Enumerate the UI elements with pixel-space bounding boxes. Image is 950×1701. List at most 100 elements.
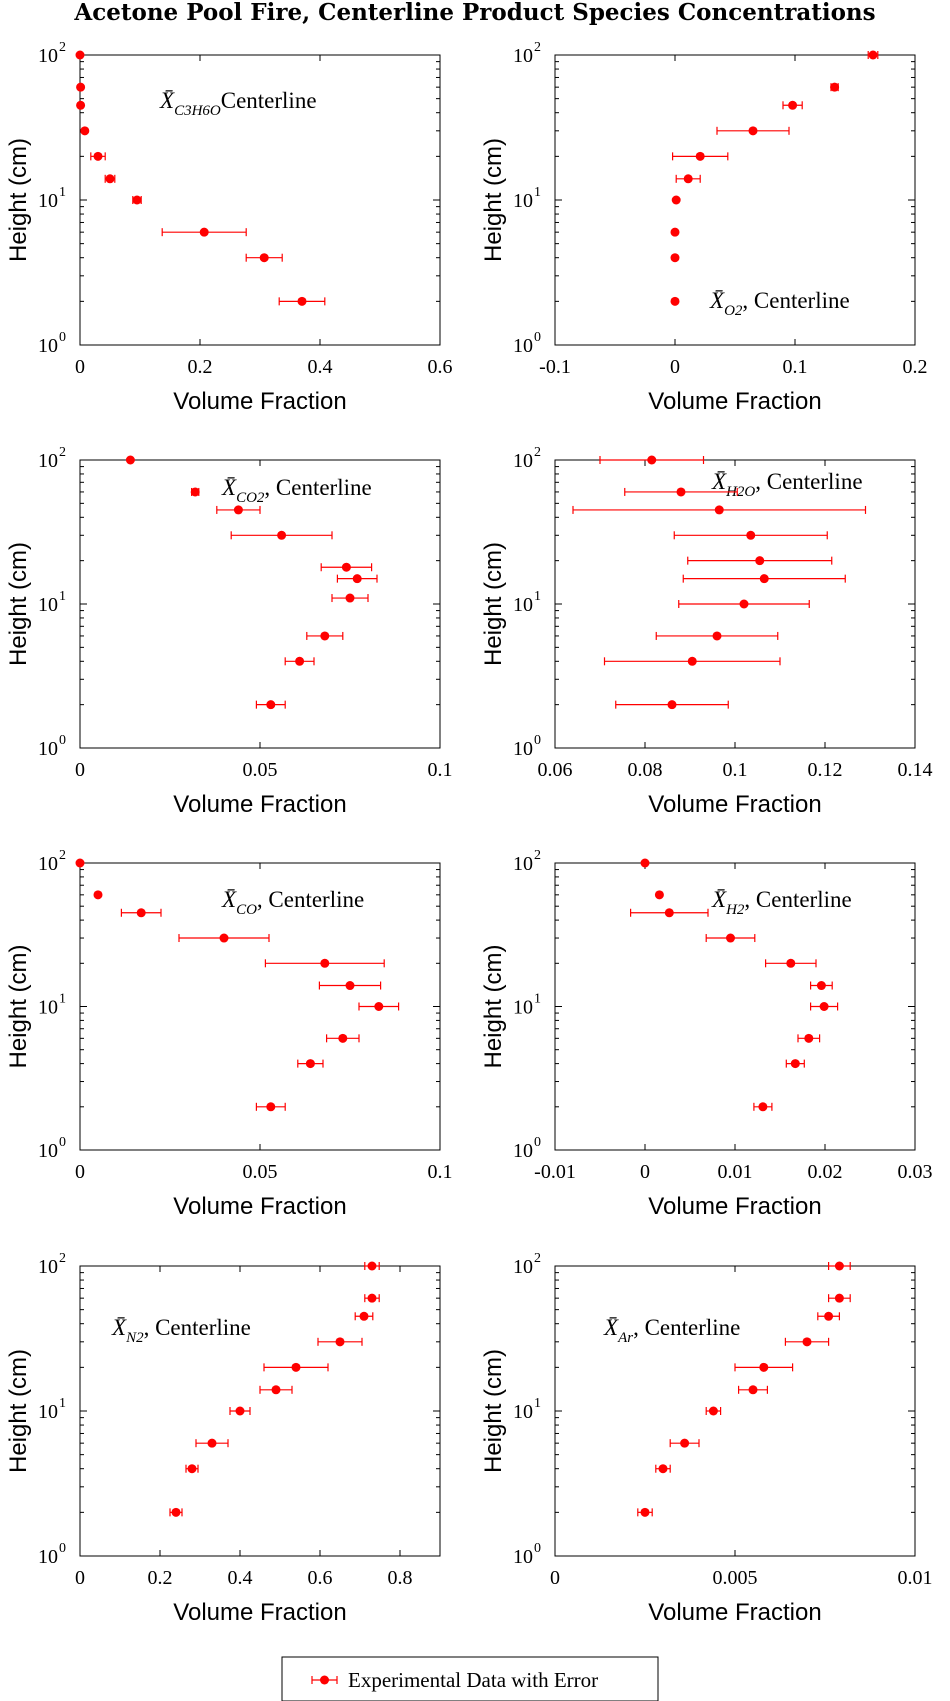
species-annotation: X̄H2O, Centerline (711, 469, 863, 500)
x-tick-label: 0.8 (388, 1567, 413, 1589)
x-tick-label: 0.2 (903, 356, 928, 378)
y-tick-label: 10 (513, 45, 533, 67)
data-point (759, 1362, 769, 1372)
data-point (748, 126, 758, 136)
data-point (680, 1438, 690, 1448)
x-tick-label: 0.1 (783, 356, 808, 378)
legend-box (281, 1656, 659, 1701)
data-point (235, 1406, 245, 1416)
y-tick-label: 10 (513, 1546, 533, 1568)
x-tick-label: 0.1 (428, 1161, 453, 1183)
y-tick-exponent: 2 (59, 848, 66, 863)
y-axis-label: Height (cm) (5, 138, 32, 262)
data-point (132, 195, 142, 205)
y-tick-exponent: 1 (59, 1396, 66, 1411)
species-annotation: X̄O2, Centerline (709, 288, 850, 319)
y-tick-label: 10 (38, 190, 58, 212)
data-point (207, 1438, 217, 1448)
data-point (739, 599, 749, 609)
data-point (345, 981, 355, 991)
x-tick-label: 0.6 (428, 356, 453, 378)
x-tick-label: 0 (75, 1161, 85, 1183)
data-point (80, 126, 90, 136)
data-point (667, 700, 677, 710)
x-tick-label: -0.1 (539, 356, 571, 378)
data-point (266, 1102, 276, 1112)
x-tick-label: 0 (640, 1161, 650, 1183)
data-point (352, 574, 362, 584)
data-point (266, 700, 276, 710)
y-tick-exponent: 1 (59, 589, 66, 604)
species-annotation: X̄C3H6OCenterline (159, 88, 317, 119)
data-point (748, 1385, 758, 1395)
data-point (219, 933, 229, 943)
x-tick-label: 0.06 (538, 759, 573, 781)
data-point (670, 296, 680, 306)
x-tick-label: 0.4 (308, 356, 333, 378)
y-tick-label: 10 (38, 1256, 58, 1278)
y-tick-exponent: 0 (534, 733, 541, 748)
species-annotation: X̄Ar, Centerline (603, 1315, 740, 1346)
y-axis-label: Height (cm) (480, 1349, 507, 1473)
y-tick-label: 10 (38, 450, 58, 472)
x-tick-label: 0.01 (898, 1567, 933, 1589)
data-point (802, 1337, 812, 1347)
y-tick-label: 10 (38, 335, 58, 357)
data-point (726, 933, 735, 943)
x-axis-label: Volume Fraction (648, 791, 821, 818)
y-tick-label: 10 (513, 997, 533, 1019)
y-tick-exponent: 1 (59, 992, 66, 1007)
y-tick-label: 10 (38, 1401, 58, 1423)
data-point (687, 656, 697, 666)
data-point (259, 253, 269, 263)
data-point (199, 227, 209, 237)
data-point (93, 890, 103, 900)
species-annotation: X̄CO, Centerline (221, 887, 364, 918)
data-point (790, 1059, 800, 1069)
legend-marker (320, 1675, 329, 1685)
y-tick-exponent: 1 (534, 185, 541, 200)
y-tick-exponent: 0 (59, 1541, 66, 1556)
x-tick-label: 0.14 (898, 759, 933, 781)
data-point (658, 1464, 668, 1474)
data-point (341, 562, 351, 572)
y-tick-exponent: 2 (534, 848, 541, 863)
data-point (76, 100, 86, 110)
data-point (868, 50, 878, 60)
data-point (788, 100, 798, 110)
y-tick-exponent: 2 (59, 40, 66, 55)
data-point (640, 858, 650, 868)
data-point (295, 656, 305, 666)
data-point (683, 174, 693, 184)
species-annotation: X̄N2, Centerline (111, 1315, 251, 1346)
y-tick-exponent: 1 (534, 589, 541, 604)
data-point (345, 593, 355, 603)
y-tick-label: 10 (38, 738, 58, 760)
y-tick-exponent: 0 (59, 733, 66, 748)
y-tick-label: 10 (38, 853, 58, 875)
x-tick-label: 0.03 (898, 1161, 933, 1183)
x-tick-label: 0.05 (243, 1161, 278, 1183)
y-tick-exponent: 2 (59, 445, 66, 460)
y-tick-label: 10 (513, 738, 533, 760)
y-tick-exponent: 2 (534, 1251, 541, 1266)
data-point (664, 908, 674, 918)
y-tick-exponent: 2 (534, 445, 541, 460)
y-tick-label: 10 (513, 853, 533, 875)
x-tick-label: 0 (75, 759, 85, 781)
x-axis-label: Volume Fraction (648, 1193, 821, 1220)
x-tick-label: 0 (75, 1567, 85, 1589)
y-tick-label: 10 (38, 1546, 58, 1568)
data-point (125, 455, 135, 465)
y-tick-label: 10 (513, 1401, 533, 1423)
y-tick-exponent: 0 (59, 330, 66, 345)
x-axis-label: Volume Fraction (648, 388, 821, 415)
x-tick-label: 0.01 (718, 1161, 753, 1183)
x-tick-label: 0.2 (148, 1567, 173, 1589)
y-tick-label: 10 (513, 1256, 533, 1278)
data-point (819, 1002, 829, 1011)
